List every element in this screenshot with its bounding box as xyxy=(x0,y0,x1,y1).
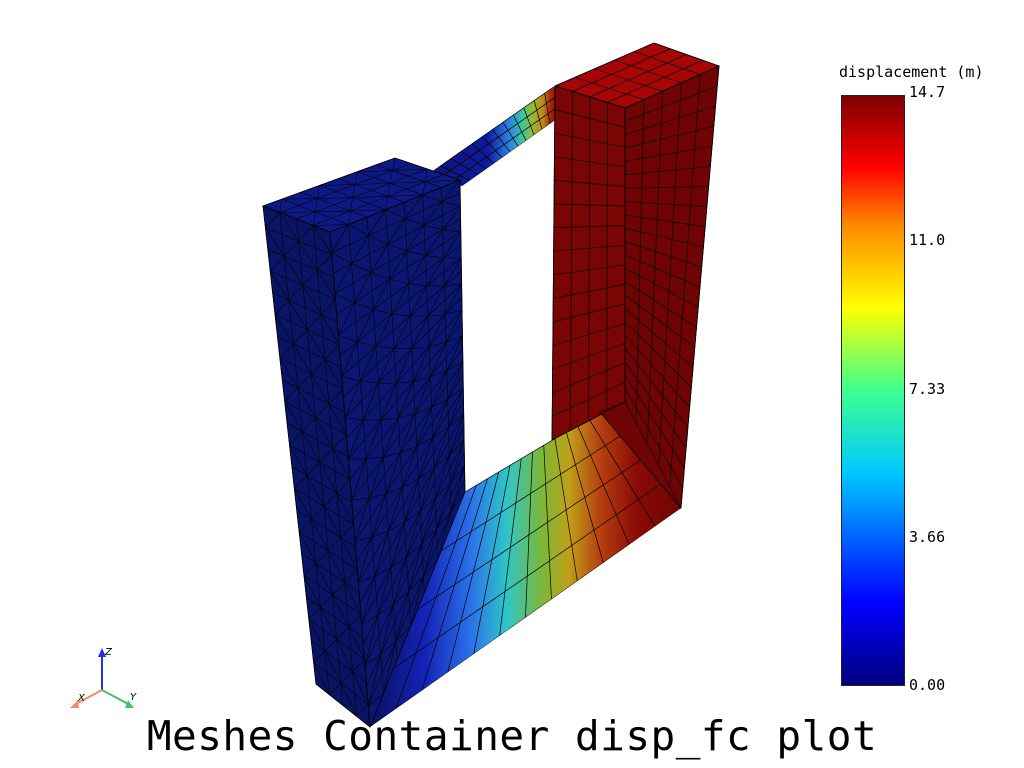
top-bar xyxy=(430,85,558,186)
right-column xyxy=(551,42,721,509)
plot-title: Meshes Container disp_fc plot xyxy=(146,712,878,760)
z-axis-label: Z xyxy=(104,647,113,658)
x-axis-label: X xyxy=(77,693,86,704)
colorbar xyxy=(841,95,905,686)
colorbar-tick-3: 3.66 xyxy=(909,528,946,546)
colorbar-tick-min: 0.00 xyxy=(909,676,946,694)
colorbar-tick-7: 7.33 xyxy=(909,380,946,398)
orientation-axes: Z X Y xyxy=(70,647,137,708)
colorbar-title: displacement (m) xyxy=(839,63,984,81)
left-column xyxy=(261,157,466,728)
y-axis-label: Y xyxy=(130,692,137,703)
colorbar-tick-max: 14.7 xyxy=(909,83,946,101)
colorbar-tick-11: 11.0 xyxy=(909,231,946,249)
bottom-bar xyxy=(370,412,681,727)
